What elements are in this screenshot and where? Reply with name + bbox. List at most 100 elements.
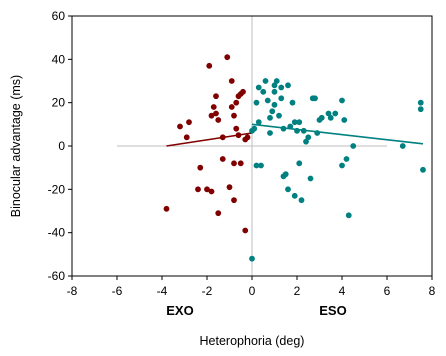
data-point-1 bbox=[204, 186, 210, 193]
data-point-2 bbox=[291, 119, 298, 126]
data-point-2 bbox=[285, 186, 291, 193]
data-point-2 bbox=[260, 88, 267, 95]
x-tick-label: 6 bbox=[384, 284, 391, 298]
data-point-2 bbox=[327, 114, 334, 121]
data-point-1 bbox=[197, 164, 204, 171]
data-point-1 bbox=[210, 104, 217, 110]
data-point-1 bbox=[177, 123, 183, 130]
data-point-1 bbox=[224, 54, 231, 61]
x-tick-label: 2 bbox=[294, 284, 301, 298]
data-point-2 bbox=[285, 82, 291, 89]
data-point-2 bbox=[287, 123, 294, 130]
data-point-2 bbox=[282, 171, 289, 178]
data-point-2 bbox=[294, 127, 300, 134]
data-point-1 bbox=[237, 160, 244, 167]
x-tick-label: 4 bbox=[339, 284, 346, 298]
data-point-2 bbox=[343, 156, 350, 162]
y-tick-label: 40 bbox=[52, 52, 66, 66]
data-point-2 bbox=[276, 112, 282, 119]
data-point-2 bbox=[417, 99, 424, 106]
data-point-1 bbox=[231, 112, 237, 119]
data-point-2 bbox=[332, 110, 339, 117]
data-point-1 bbox=[215, 117, 222, 123]
data-point-1 bbox=[228, 104, 235, 110]
data-point-2 bbox=[303, 138, 309, 145]
data-point-1 bbox=[231, 197, 237, 204]
data-point-2 bbox=[339, 162, 345, 169]
x-tick-label: -6 bbox=[112, 284, 123, 298]
data-point-2 bbox=[267, 130, 273, 136]
data-point-2 bbox=[271, 101, 278, 108]
data-point-2 bbox=[255, 84, 262, 91]
data-point-2 bbox=[305, 134, 312, 141]
y-tick-label: 20 bbox=[52, 96, 66, 110]
y-axis: -60 -40 -20 0 20 40 60 bbox=[48, 9, 72, 283]
y-tick-label: 0 bbox=[58, 139, 65, 153]
data-point-2 bbox=[296, 119, 303, 126]
x-tick-label: -4 bbox=[157, 284, 168, 298]
data-point-2 bbox=[314, 130, 321, 136]
y-tick-label: -20 bbox=[48, 182, 66, 196]
y-tick-label: -60 bbox=[48, 269, 66, 283]
data-point-2 bbox=[341, 117, 348, 123]
data-point-2 bbox=[312, 95, 318, 102]
data-point-2 bbox=[318, 114, 325, 121]
data-point-2 bbox=[262, 78, 269, 84]
data-point-2 bbox=[278, 84, 285, 91]
data-point-2 bbox=[325, 110, 332, 117]
data-point-1 bbox=[219, 134, 226, 141]
data-point-1 bbox=[235, 132, 242, 139]
data-point-1 bbox=[208, 112, 215, 119]
fit-lines bbox=[166, 123, 424, 147]
data-point-2 bbox=[298, 197, 305, 204]
data-point-2 bbox=[300, 127, 307, 134]
data-point-2 bbox=[345, 212, 352, 219]
data-point-1 bbox=[240, 88, 246, 95]
data-point-2 bbox=[350, 143, 357, 149]
fit-line-2 bbox=[251, 123, 424, 145]
annotation-eso: ESO bbox=[319, 303, 346, 318]
data-point-2 bbox=[269, 108, 276, 115]
data-point-2 bbox=[255, 119, 262, 126]
data-point-2 bbox=[253, 162, 260, 169]
x-tick-label: -2 bbox=[202, 284, 213, 298]
annotations: EXO ESO bbox=[166, 303, 346, 318]
x-axis-title: Heterophoria (deg) bbox=[200, 334, 305, 348]
y-axis-title: Binocular advantage (ms) bbox=[9, 75, 23, 217]
data-point-2 bbox=[249, 255, 255, 262]
data-point-2 bbox=[420, 166, 426, 173]
data-point-1 bbox=[219, 156, 226, 162]
data-point-2 bbox=[280, 125, 287, 132]
data-point-2 bbox=[291, 192, 298, 199]
y-tick-label: -40 bbox=[48, 226, 66, 240]
data-point-1 bbox=[163, 205, 170, 212]
data-point-1 bbox=[213, 93, 219, 100]
data-point-1 bbox=[206, 62, 213, 69]
data-point-2 bbox=[296, 160, 303, 167]
data-point-2 bbox=[278, 95, 285, 102]
x-tick-label: 0 bbox=[249, 284, 256, 298]
data-point-2 bbox=[307, 175, 314, 182]
reference-lines bbox=[117, 16, 387, 276]
data-point-2 bbox=[264, 97, 271, 104]
data-point-2 bbox=[417, 106, 424, 113]
data-point-1 bbox=[186, 119, 192, 126]
data-point-1 bbox=[242, 227, 249, 234]
data-point-2 bbox=[273, 78, 280, 84]
data-point-2 bbox=[339, 97, 345, 104]
data-point-2 bbox=[258, 162, 264, 169]
data-point-2 bbox=[399, 143, 406, 149]
data-point-1 bbox=[233, 125, 240, 132]
x-tick-label: -8 bbox=[67, 284, 78, 298]
data-point-1 bbox=[226, 184, 233, 191]
data-point-1 bbox=[244, 134, 251, 141]
x-axis: -8 -6 -4 -2 0 2 4 6 8 bbox=[67, 276, 436, 298]
data-point-2 bbox=[271, 82, 278, 89]
data-point-1 bbox=[183, 134, 190, 141]
data-point-2 bbox=[253, 99, 260, 106]
data-point-1 bbox=[231, 160, 237, 167]
data-point-1 bbox=[233, 99, 240, 106]
data-point-1 bbox=[208, 188, 215, 195]
data-point-1 bbox=[195, 186, 201, 193]
